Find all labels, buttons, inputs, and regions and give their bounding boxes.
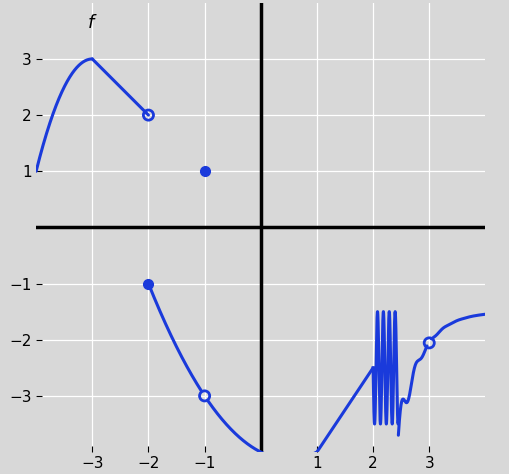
Text: $f$: $f$: [87, 14, 97, 32]
